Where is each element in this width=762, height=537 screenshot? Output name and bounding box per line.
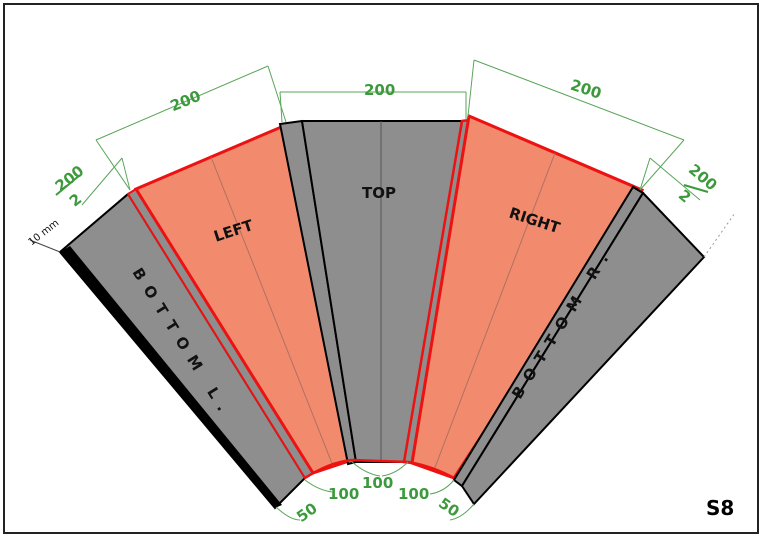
label-top: TOP — [362, 184, 396, 202]
dim-bottom-right-center: 100 — [398, 485, 429, 503]
left-half-fraction-bar — [55, 174, 81, 196]
bottom-arc — [304, 458, 455, 480]
dim-top-width: 200 — [364, 81, 395, 99]
left-panel-fold — [210, 156, 334, 467]
dim-bottom-left-center: 100 — [328, 485, 359, 503]
dim-bottom-center: 100 — [362, 474, 393, 492]
page-id: S8 — [706, 496, 734, 520]
bottom-left-thick-edge — [60, 246, 282, 508]
dimension-lines — [81, 59, 701, 521]
thickness-dashed-line — [703, 212, 736, 258]
right-half-fraction-bar — [683, 184, 709, 193]
right-panel-fold — [433, 152, 556, 471]
thickness-leader — [29, 239, 61, 253]
